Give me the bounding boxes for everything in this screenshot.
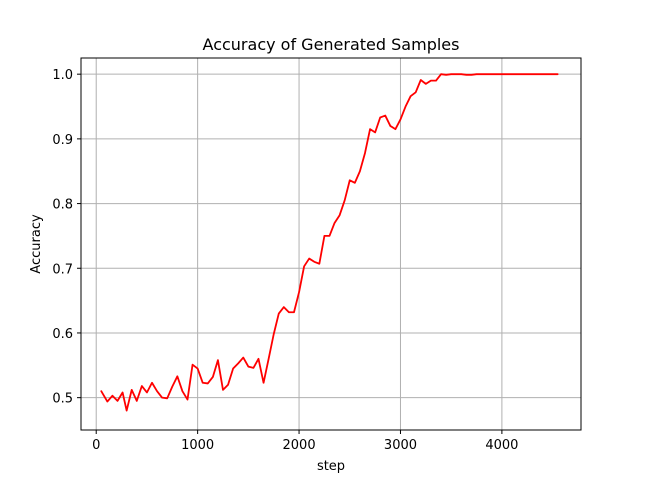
plot-frame	[80, 57, 582, 431]
y-tick-label: 1.0	[52, 68, 73, 83]
y-tick-label: 0.7	[52, 262, 73, 277]
series-line	[100, 73, 559, 412]
x-tick-label: 2000	[283, 438, 316, 453]
y-tick-labels: 0.5 0.6 0.7 0.8 0.9 1.0	[52, 68, 73, 406]
series-layer	[100, 73, 559, 412]
x-tick-labels: 0 1000 2000 3000 4000	[92, 438, 518, 453]
x-tick-label: 4000	[485, 438, 518, 453]
y-axis-label: Accuracy	[29, 214, 44, 274]
y-tick-label: 0.6	[52, 327, 73, 342]
x-tick-label: 1000	[181, 438, 214, 453]
chart-title: Accuracy of Generated Samples	[203, 35, 460, 54]
tick-marks	[77, 73, 503, 434]
x-tick-label: 0	[92, 438, 100, 453]
y-tick-label: 0.8	[52, 198, 73, 213]
x-tick-label: 3000	[384, 438, 417, 453]
x-axis-label: step	[317, 459, 345, 474]
y-tick-label: 0.5	[52, 392, 73, 407]
y-tick-label: 0.9	[52, 133, 73, 148]
